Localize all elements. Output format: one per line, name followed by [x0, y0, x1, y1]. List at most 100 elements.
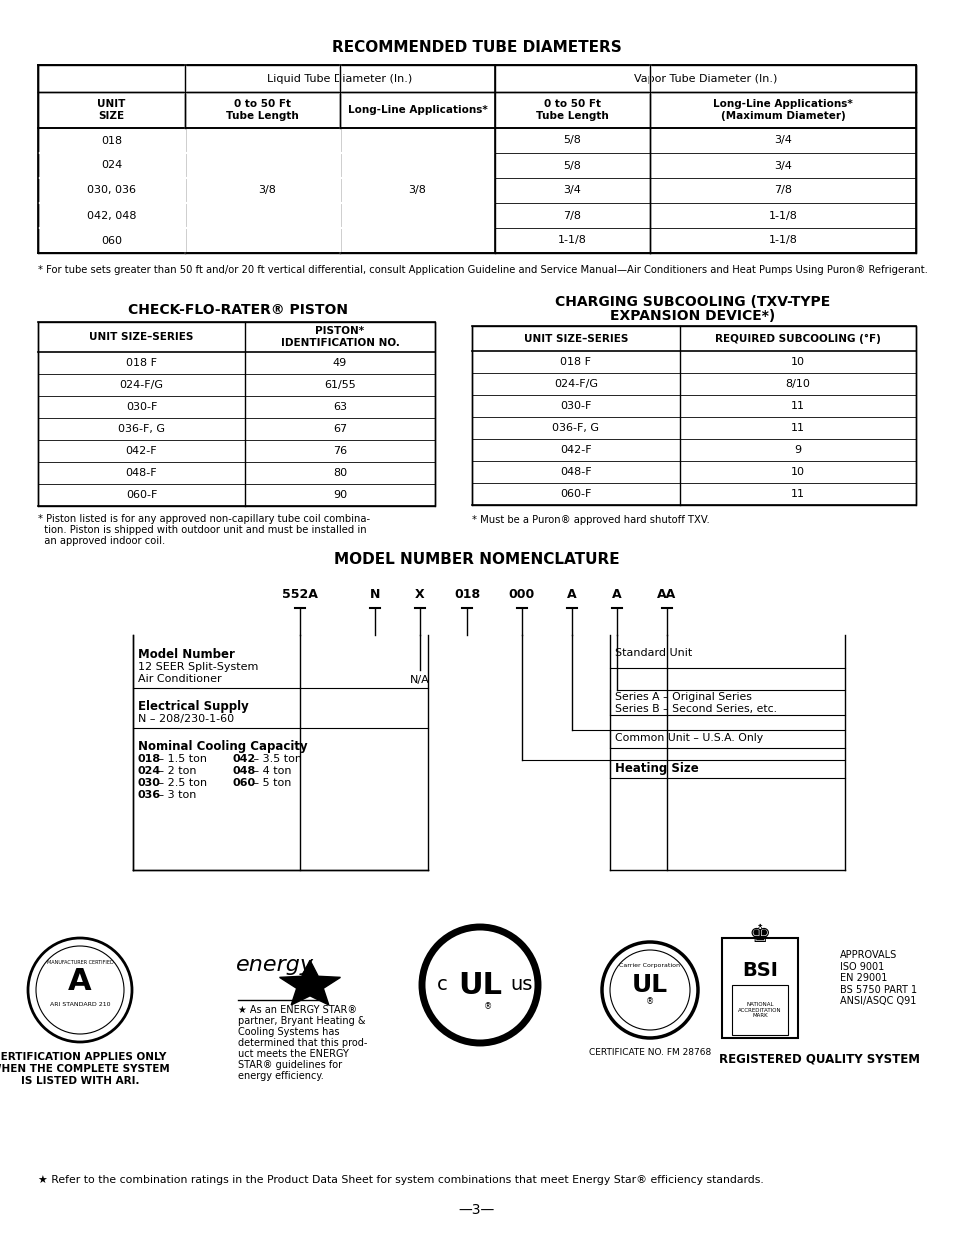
Text: 030, 036: 030, 036 — [87, 185, 136, 195]
Text: 018: 018 — [454, 589, 479, 601]
Text: EXPANSION DEVICE*): EXPANSION DEVICE*) — [610, 309, 775, 324]
Text: 9: 9 — [794, 445, 801, 454]
Text: Carrier Corporation: Carrier Corporation — [618, 962, 679, 967]
Text: CHARGING SUBCOOLING (TXV-TYPE: CHARGING SUBCOOLING (TXV-TYPE — [555, 295, 830, 309]
Text: 10: 10 — [790, 467, 804, 477]
Text: 11: 11 — [790, 489, 804, 499]
Text: Nominal Cooling Capacity: Nominal Cooling Capacity — [138, 740, 307, 753]
Text: UNIT SIZE–SERIES: UNIT SIZE–SERIES — [523, 333, 627, 343]
Text: 042-F: 042-F — [559, 445, 591, 454]
Text: CERTIFICATE NO. FM 28768: CERTIFICATE NO. FM 28768 — [588, 1049, 710, 1057]
Text: an approved indoor coil.: an approved indoor coil. — [38, 536, 165, 546]
Text: CERTIFICATION APPLIES ONLY: CERTIFICATION APPLIES ONLY — [0, 1052, 167, 1062]
Text: ♚: ♚ — [748, 923, 770, 947]
Text: 90: 90 — [333, 490, 347, 500]
Text: 018: 018 — [138, 755, 161, 764]
Text: ARI STANDARD 210: ARI STANDARD 210 — [50, 1003, 111, 1008]
Text: ®: ® — [645, 998, 654, 1007]
Text: CHECK-FLO-RATER® PISTON: CHECK-FLO-RATER® PISTON — [128, 303, 348, 317]
Text: 3/8: 3/8 — [258, 185, 276, 195]
Text: Model Number: Model Number — [138, 648, 234, 661]
Text: Air Conditioner: Air Conditioner — [138, 674, 221, 684]
Text: 11: 11 — [790, 401, 804, 411]
Text: 018: 018 — [101, 136, 122, 146]
Text: – 3 ton: – 3 ton — [154, 790, 196, 800]
Bar — [721, 939, 797, 1037]
Text: 0 to 50 Ft
Tube Length: 0 to 50 Ft Tube Length — [226, 99, 298, 121]
Text: – 4 ton: – 4 ton — [250, 766, 292, 776]
Text: Vapor Tube Diameter (In.): Vapor Tube Diameter (In.) — [633, 74, 777, 84]
Text: MANUFACTURER CERTIFIED: MANUFACTURER CERTIFIED — [47, 960, 113, 965]
Text: – 2 ton: – 2 ton — [154, 766, 196, 776]
Text: * For tube sets greater than 50 ft and/or 20 ft vertical differential, consult A: * For tube sets greater than 50 ft and/o… — [38, 266, 927, 275]
Text: Heating Size: Heating Size — [615, 762, 698, 776]
Text: BSI: BSI — [741, 961, 777, 979]
Text: APPROVALS
ISO 9001
EN 29001
BS 5750 PART 1
ANSI/ASQC Q91: APPROVALS ISO 9001 EN 29001 BS 5750 PART… — [840, 950, 916, 1007]
Text: 048: 048 — [233, 766, 256, 776]
Text: – 1.5 ton: – 1.5 ton — [154, 755, 207, 764]
Text: 5/8: 5/8 — [563, 161, 580, 170]
Text: 10: 10 — [790, 357, 804, 367]
Text: REGISTERED QUALITY SYSTEM: REGISTERED QUALITY SYSTEM — [719, 1052, 920, 1065]
Text: 024: 024 — [138, 766, 161, 776]
Text: 7/8: 7/8 — [563, 210, 581, 221]
Text: X: X — [415, 589, 424, 601]
Text: 042-F: 042-F — [126, 446, 157, 456]
Text: 63: 63 — [333, 403, 347, 412]
Text: energy efficiency.: energy efficiency. — [237, 1071, 323, 1081]
Text: * Must be a Puron® approved hard shutoff TXV.: * Must be a Puron® approved hard shutoff… — [472, 515, 709, 525]
Text: —3—: —3— — [458, 1203, 495, 1216]
Text: Standard Unit: Standard Unit — [615, 648, 692, 658]
Text: – 3.5 ton: – 3.5 ton — [250, 755, 302, 764]
Text: N/A: N/A — [410, 676, 430, 685]
Text: 61/55: 61/55 — [324, 380, 355, 390]
Text: A: A — [567, 589, 577, 601]
Text: UNIT SIZE–SERIES: UNIT SIZE–SERIES — [90, 332, 193, 342]
Text: A: A — [68, 967, 91, 997]
Text: A: A — [612, 589, 621, 601]
Text: 1-1/8: 1-1/8 — [768, 210, 797, 221]
Text: ★ As an ENERGY STAR®: ★ As an ENERGY STAR® — [237, 1005, 356, 1015]
Text: WHEN THE COMPLETE SYSTEM: WHEN THE COMPLETE SYSTEM — [0, 1065, 170, 1074]
Text: REQUIRED SUBCOOLING (°F): REQUIRED SUBCOOLING (°F) — [715, 333, 880, 343]
Text: MODEL NUMBER NOMENCLATURE: MODEL NUMBER NOMENCLATURE — [334, 552, 619, 568]
Text: 3/4: 3/4 — [563, 185, 580, 195]
Text: N: N — [370, 589, 380, 601]
Text: 042, 048: 042, 048 — [87, 210, 136, 221]
Text: 030-F: 030-F — [559, 401, 591, 411]
Bar — [38, 322, 435, 506]
Text: 024-F/G: 024-F/G — [119, 380, 163, 390]
Text: 3/4: 3/4 — [773, 161, 791, 170]
Text: 060: 060 — [101, 236, 122, 246]
Text: IS LISTED WITH ARI.: IS LISTED WITH ARI. — [21, 1076, 139, 1086]
Bar — [38, 65, 915, 253]
Text: 036: 036 — [138, 790, 161, 800]
Text: 030: 030 — [138, 778, 161, 788]
Text: AA: AA — [657, 589, 676, 601]
Text: 8/10: 8/10 — [784, 379, 810, 389]
Text: 036-F, G: 036-F, G — [552, 424, 598, 433]
Text: UL: UL — [631, 973, 667, 997]
Text: 0 to 50 Ft
Tube Length: 0 to 50 Ft Tube Length — [536, 99, 608, 121]
Text: PISTON*
IDENTIFICATION NO.: PISTON* IDENTIFICATION NO. — [280, 326, 399, 348]
Text: Common Unit – U.S.A. Only: Common Unit – U.S.A. Only — [615, 734, 762, 743]
Text: N – 208/230-1-60: N – 208/230-1-60 — [138, 714, 233, 724]
Text: 018 F: 018 F — [560, 357, 591, 367]
Text: Long-Line Applications*: Long-Line Applications* — [347, 105, 487, 115]
Text: Cooling Systems has: Cooling Systems has — [237, 1028, 339, 1037]
Text: c: c — [436, 976, 447, 994]
Text: partner, Bryant Heating &: partner, Bryant Heating & — [237, 1016, 365, 1026]
Text: ★ Refer to the combination ratings in the Product Data Sheet for system combinat: ★ Refer to the combination ratings in th… — [38, 1174, 763, 1186]
Text: determined that this prod-: determined that this prod- — [237, 1037, 367, 1049]
Text: 042: 042 — [233, 755, 256, 764]
Text: 060-F: 060-F — [126, 490, 157, 500]
Text: 67: 67 — [333, 424, 347, 433]
Text: RECOMMENDED TUBE DIAMETERS: RECOMMENDED TUBE DIAMETERS — [332, 40, 621, 54]
Text: 3/4: 3/4 — [773, 136, 791, 146]
Text: 024: 024 — [101, 161, 122, 170]
Text: tion. Piston is shipped with outdoor unit and must be installed in: tion. Piston is shipped with outdoor uni… — [38, 525, 366, 535]
Text: 5/8: 5/8 — [563, 136, 580, 146]
Text: 060: 060 — [233, 778, 255, 788]
Text: Liquid Tube Diameter (In.): Liquid Tube Diameter (In.) — [267, 74, 413, 84]
Text: 3/8: 3/8 — [408, 185, 426, 195]
